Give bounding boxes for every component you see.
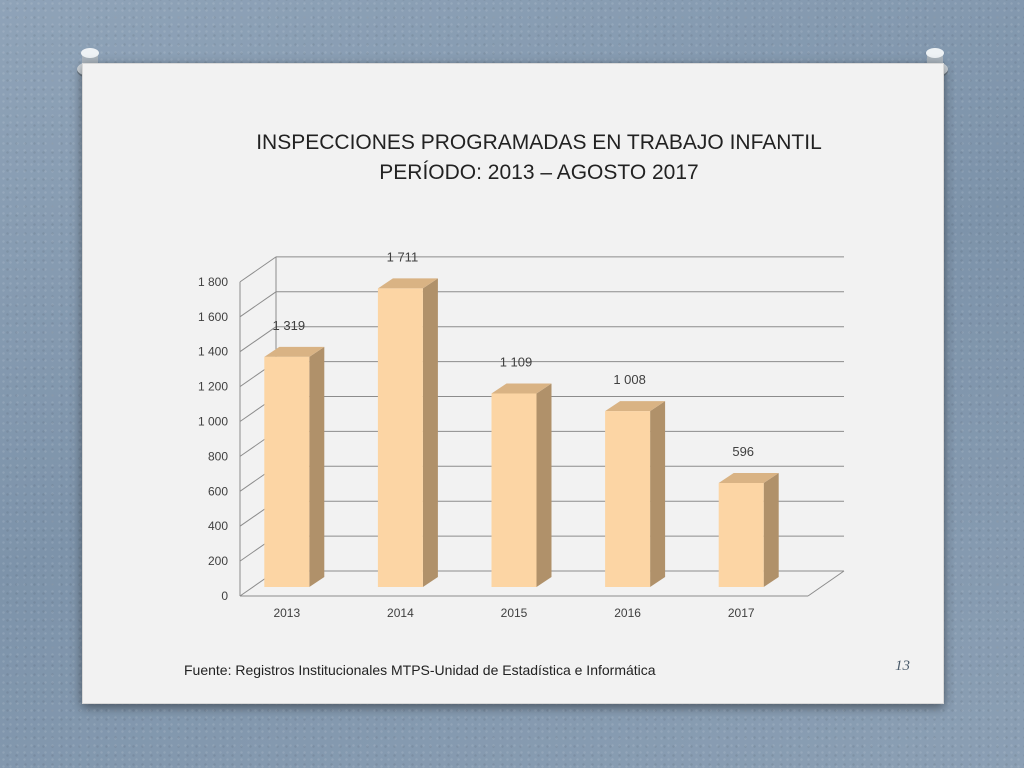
page-number: 13 xyxy=(895,658,910,674)
bar xyxy=(718,472,779,587)
y-tick-label: 600 xyxy=(208,484,228,498)
bar-side xyxy=(536,383,552,587)
x-tick-label: 2014 xyxy=(387,606,414,620)
y-tick-label: 1 600 xyxy=(198,310,228,324)
bar-top xyxy=(491,383,552,394)
gridline-diagonal xyxy=(239,256,277,283)
data-label: 596 xyxy=(732,444,754,459)
y-tick-label: 1 400 xyxy=(198,345,228,359)
bar xyxy=(377,278,438,587)
x-axis-labels: 2013 2014 2015 2016 2017 xyxy=(273,606,754,620)
bar xyxy=(605,401,666,587)
data-labels: 1 319 1 711 1 109 1 008 596 xyxy=(273,249,755,459)
y-tick-label: 0 xyxy=(221,589,228,603)
y-tick-label: 1 200 xyxy=(198,380,228,394)
bar-top xyxy=(605,401,666,412)
bar-front xyxy=(718,482,764,587)
bar-top xyxy=(718,472,779,483)
data-label: 1 008 xyxy=(613,372,646,387)
x-tick-label: 2017 xyxy=(728,606,755,620)
chart-title: INSPECCIONES PROGRAMADAS EN TRABAJO INFA… xyxy=(0,128,1024,188)
bar-top xyxy=(377,278,438,289)
y-tick-label: 1 000 xyxy=(198,415,228,429)
y-tick-label: 800 xyxy=(208,449,228,463)
data-label: 1 711 xyxy=(387,249,419,264)
bar-front xyxy=(491,393,537,587)
bar xyxy=(491,383,552,587)
bar-front xyxy=(377,288,423,587)
bar-side xyxy=(309,346,325,587)
chart-bars xyxy=(264,278,779,587)
chart-title-line2: PERÍODO: 2013 – AGOSTO 2017 xyxy=(379,161,699,184)
bar-side xyxy=(650,401,666,587)
bar-top xyxy=(264,346,325,357)
bar-side xyxy=(422,278,438,587)
data-label: 1 109 xyxy=(500,354,533,369)
floor-right-edge xyxy=(807,570,845,597)
y-tick-label: 400 xyxy=(208,519,228,533)
gridline-diagonal xyxy=(239,291,277,318)
y-tick-label: 1 800 xyxy=(198,275,228,289)
source-note: Fuente: Registros Institucionales MTPS-U… xyxy=(184,662,656,678)
gridline-diagonal xyxy=(239,326,277,353)
x-tick-label: 2013 xyxy=(273,606,300,620)
bar-side xyxy=(763,472,779,587)
x-tick-label: 2015 xyxy=(501,606,528,620)
data-label: 1 319 xyxy=(273,318,306,333)
x-tick-label: 2016 xyxy=(614,606,641,620)
chart-title-line1: INSPECCIONES PROGRAMADAS EN TRABAJO INFA… xyxy=(256,131,822,154)
y-axis-labels: 0 200 400 600 800 1 000 1 200 1 400 1 600 1 800 xyxy=(198,275,228,603)
y-tick-label: 200 xyxy=(208,554,228,568)
bar xyxy=(264,346,325,587)
bar-front xyxy=(605,411,651,587)
bar-front xyxy=(264,356,310,587)
